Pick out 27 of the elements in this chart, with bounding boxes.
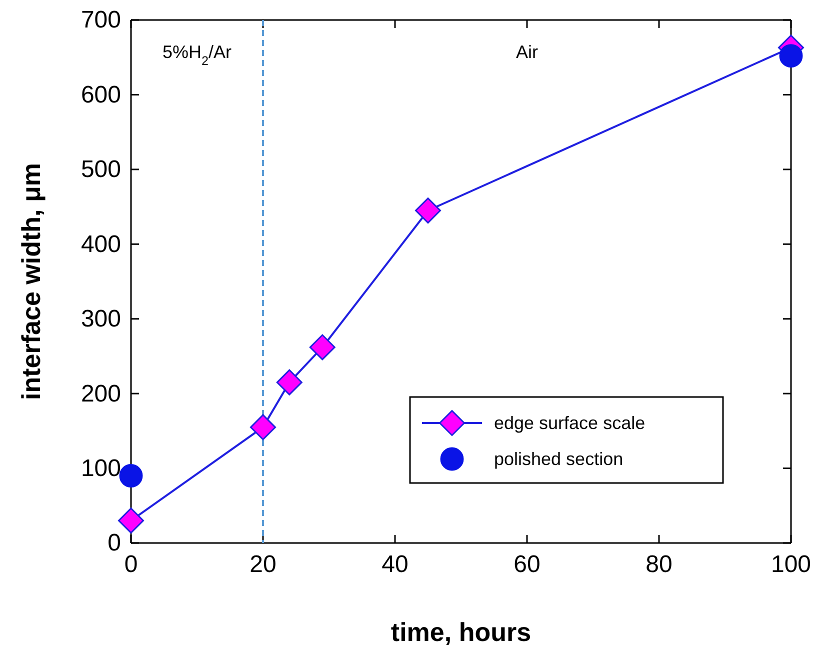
y-axis-title: interface width, μm	[16, 163, 46, 400]
x-tick-label: 40	[382, 551, 408, 578]
annotation: 5%H$_{2}$/Ar	[162, 42, 232, 68]
annotation: Air	[516, 42, 538, 62]
y-tick-label: 0	[108, 530, 121, 557]
x-tick-label: 80	[646, 551, 672, 578]
point	[415, 198, 441, 224]
y-tick-label: 600	[80, 81, 121, 108]
x-tick-label: 0	[124, 551, 138, 578]
legend-label: polished section	[494, 449, 624, 469]
x-tick-label: 20	[250, 551, 276, 578]
x-axis-title: time, hours	[390, 617, 532, 647]
point	[779, 44, 803, 68]
y-tick-label: 400	[80, 230, 121, 258]
x-tick-label: 100	[770, 551, 812, 578]
point	[119, 464, 143, 488]
y-tick-label: 200	[80, 380, 121, 408]
point	[250, 414, 276, 440]
y-tick-label: 100	[80, 454, 121, 482]
point	[309, 334, 336, 360]
y-tick-label: 700	[80, 6, 121, 34]
x-tick-label: 60	[514, 551, 540, 578]
y-tick-label: 500	[80, 156, 121, 184]
point	[118, 508, 144, 534]
y-tick-label: 300	[80, 306, 121, 333]
legend-label: edge surface scale	[494, 413, 646, 433]
point	[276, 369, 302, 396]
